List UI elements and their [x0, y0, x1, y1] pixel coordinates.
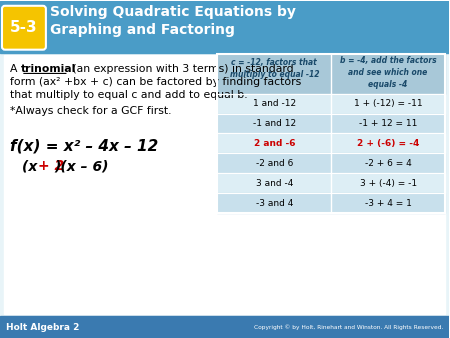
Bar [217, 94, 331, 114]
Bar [217, 54, 331, 94]
Bar [217, 134, 331, 153]
Text: 1 and -12: 1 and -12 [253, 99, 296, 108]
Text: 3 and -4: 3 and -4 [256, 179, 293, 188]
Text: -1 and 12: -1 and 12 [253, 119, 296, 128]
Text: form (ax² +bx + c) can be factored by finding factors: form (ax² +bx + c) can be factored by fi… [10, 77, 301, 87]
Text: c = -12, factors that
multiply to equal -12: c = -12, factors that multiply to equal … [230, 58, 319, 79]
Text: Holt Algebra 2: Holt Algebra 2 [6, 322, 79, 332]
Text: 3 + (-4) = -1: 3 + (-4) = -1 [360, 179, 417, 188]
Bar [217, 173, 331, 193]
Bar [217, 114, 331, 134]
Bar [0, 1, 449, 53]
Text: 1 + (-12) = -11: 1 + (-12) = -11 [354, 99, 423, 108]
Text: -3 + 4 = 1: -3 + 4 = 1 [364, 199, 412, 208]
Bar [4, 55, 445, 314]
Text: f(x) = x² – 4x – 12: f(x) = x² – 4x – 12 [10, 139, 158, 153]
FancyBboxPatch shape [2, 6, 46, 50]
Text: -1 + 12 = 11: -1 + 12 = 11 [359, 119, 417, 128]
Text: -2 and 6: -2 and 6 [256, 159, 293, 168]
Text: that multiply to equal c and add to equal b.: that multiply to equal c and add to equa… [10, 90, 248, 100]
Bar [331, 173, 445, 193]
Bar [331, 193, 445, 213]
Text: A: A [10, 64, 21, 74]
Text: 2 and -6: 2 and -6 [254, 139, 295, 148]
Bar [217, 193, 331, 213]
Text: 5-3: 5-3 [10, 20, 38, 35]
Text: b = -4, add the factors
and see which one
equals -4: b = -4, add the factors and see which on… [340, 56, 436, 89]
Bar [0, 316, 449, 338]
Bar [331, 153, 445, 173]
Text: *Always check for a GCF first.: *Always check for a GCF first. [10, 105, 171, 116]
Bar [0, 53, 449, 316]
Text: 2 + (-6) = -4: 2 + (-6) = -4 [357, 139, 419, 148]
Bar [331, 54, 445, 94]
Bar [331, 94, 445, 114]
Text: -2 + 6 = 4: -2 + 6 = 4 [365, 159, 411, 168]
Bar [217, 153, 331, 173]
Bar [331, 114, 445, 134]
Text: (an expression with 3 terms) in standard: (an expression with 3 terms) in standard [69, 64, 293, 74]
Bar [217, 54, 445, 213]
Text: (x: (x [22, 160, 42, 173]
Bar [331, 134, 445, 153]
Text: + 2: + 2 [38, 160, 64, 173]
Text: )(x – 6): )(x – 6) [55, 160, 109, 173]
Text: Solving Quadratic Equations by
Graphing and Factoring: Solving Quadratic Equations by Graphing … [50, 4, 296, 37]
Text: trinomial: trinomial [21, 64, 76, 74]
Text: -3 and 4: -3 and 4 [256, 199, 293, 208]
Text: Copyright © by Holt, Rinehart and Winston. All Rights Reserved.: Copyright © by Holt, Rinehart and Winsto… [254, 324, 443, 330]
